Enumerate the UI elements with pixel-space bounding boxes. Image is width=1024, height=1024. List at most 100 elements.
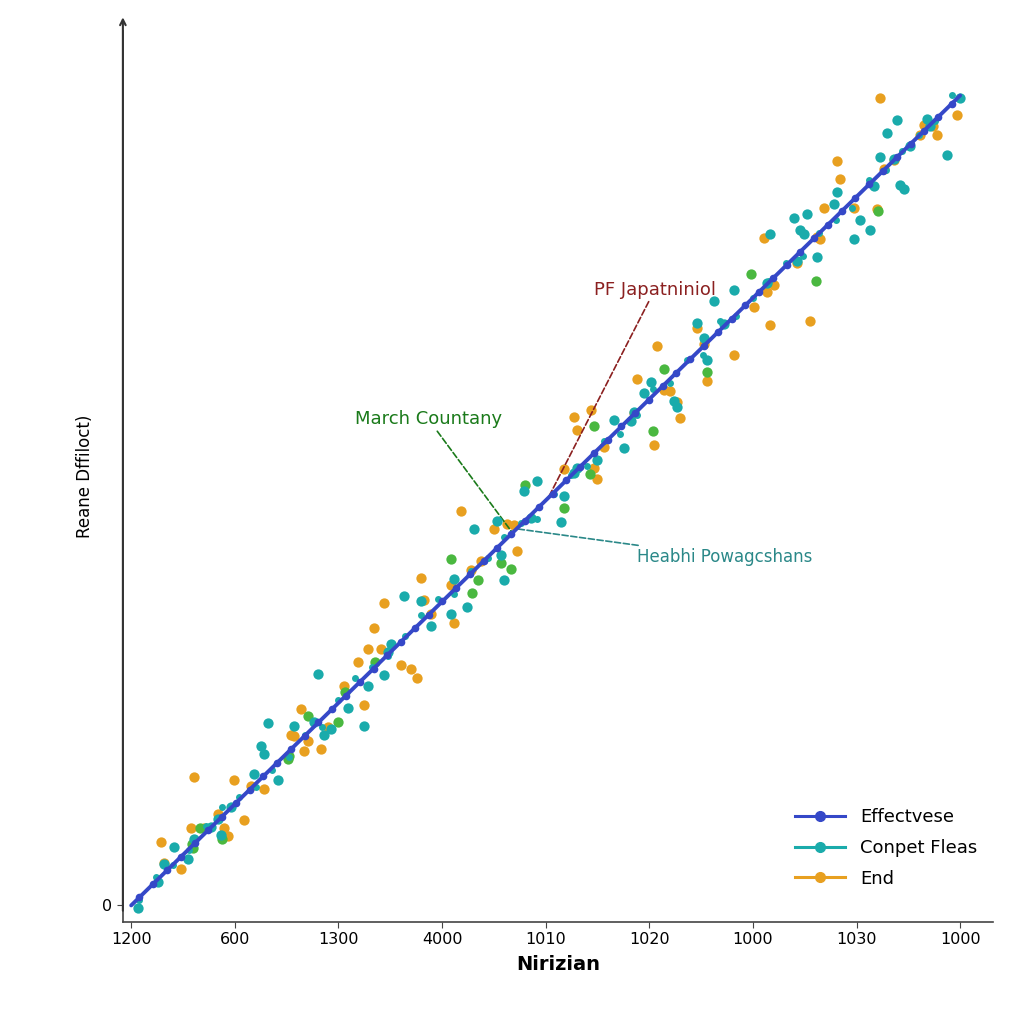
Point — [556, 461, 572, 477]
Point — [157, 856, 173, 872]
Point — [281, 748, 297, 764]
Text: PF Japatniniol: PF Japatniniol — [548, 281, 716, 498]
Point — [259, 715, 275, 731]
Point — [453, 503, 469, 519]
Point — [666, 392, 682, 409]
Point — [862, 221, 879, 238]
Point — [589, 452, 605, 468]
Point — [183, 837, 200, 853]
Point — [649, 338, 666, 354]
Point — [464, 585, 480, 601]
Point — [623, 413, 639, 429]
Point — [337, 683, 353, 699]
Point — [157, 855, 173, 871]
X-axis label: Nirizian: Nirizian — [516, 955, 600, 975]
Point — [852, 212, 868, 228]
Point — [126, 938, 142, 954]
Point — [173, 860, 189, 877]
Point — [213, 827, 229, 844]
Point — [472, 553, 488, 569]
Text: Heabhi Powagcshans: Heabhi Powagcshans — [517, 528, 812, 566]
Point — [706, 293, 722, 309]
Point — [669, 398, 685, 415]
Point — [870, 203, 887, 219]
Point — [626, 403, 642, 420]
Point — [312, 740, 329, 757]
Point — [516, 482, 532, 499]
Point — [413, 593, 429, 609]
Point — [922, 118, 938, 134]
Point — [281, 751, 297, 767]
Point — [552, 514, 568, 530]
Point — [833, 171, 849, 187]
Point — [636, 385, 652, 401]
Point — [392, 656, 409, 673]
Point — [865, 178, 882, 195]
Point — [445, 614, 462, 631]
Point — [256, 745, 272, 762]
Point — [828, 183, 845, 200]
Point — [669, 393, 685, 410]
Point — [179, 851, 196, 867]
Point — [367, 654, 383, 671]
Point — [529, 472, 546, 488]
Point — [698, 364, 715, 380]
Point — [586, 460, 602, 476]
Point — [283, 727, 299, 743]
Point — [445, 570, 462, 587]
Point — [699, 373, 716, 389]
Point — [596, 439, 612, 456]
Point — [569, 422, 586, 438]
Point — [466, 520, 482, 537]
Point — [269, 771, 286, 787]
Point — [642, 374, 658, 390]
Point — [695, 336, 712, 352]
Point — [892, 177, 908, 194]
Point — [366, 620, 382, 636]
Point — [743, 266, 760, 283]
Point — [396, 588, 413, 604]
Point — [210, 805, 226, 821]
Legend: Effectvese, Conpet Fleas, End: Effectvese, Conpet Fleas, End — [787, 801, 984, 895]
Point — [762, 226, 778, 243]
Point — [759, 274, 775, 291]
Point — [589, 471, 605, 487]
Point — [493, 547, 509, 563]
Point — [253, 737, 269, 754]
Point — [489, 513, 506, 529]
Point — [766, 276, 782, 293]
Point — [825, 196, 842, 212]
Point — [615, 440, 632, 457]
Text: March Countany: March Countany — [355, 411, 512, 532]
Point — [793, 221, 809, 238]
Point — [503, 560, 519, 577]
Point — [203, 819, 219, 836]
Point — [356, 718, 373, 734]
Point — [689, 315, 706, 332]
Point — [522, 510, 539, 526]
Point — [788, 255, 805, 271]
Point — [788, 252, 805, 268]
Point — [695, 330, 712, 346]
Point — [330, 714, 346, 730]
Point — [459, 599, 475, 615]
Point — [319, 719, 336, 735]
Point — [915, 118, 932, 134]
Point — [759, 284, 775, 300]
Point — [485, 521, 502, 538]
Point — [213, 830, 229, 847]
Point — [442, 605, 459, 622]
Point — [130, 900, 146, 916]
Point — [629, 371, 645, 387]
Point — [423, 617, 439, 634]
Point — [886, 152, 902, 168]
Point — [499, 515, 515, 531]
Point — [895, 181, 911, 198]
Point — [809, 228, 825, 245]
Point — [150, 873, 166, 890]
Point — [316, 727, 333, 743]
Point — [556, 488, 572, 505]
Point — [846, 200, 862, 216]
Point — [846, 231, 862, 248]
Point — [556, 500, 572, 516]
